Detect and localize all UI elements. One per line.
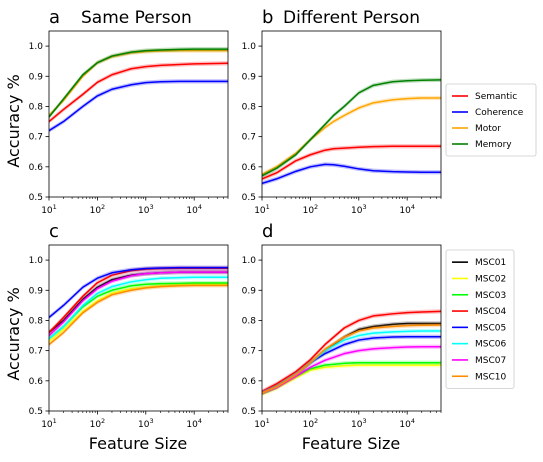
series-line-msc03 — [49, 283, 228, 339]
y-axis-label-bottom: Accuracy % — [4, 287, 23, 380]
y-tick-label: 0.9 — [242, 286, 257, 296]
panel-letter-d: d — [262, 221, 273, 242]
series-layer — [262, 78, 441, 186]
panel-c: 0.5 0.6 0.7 0.8 0.9 1.0 101 102 103 104 c — [29, 221, 228, 430]
x-tick-label: 103 — [138, 203, 154, 216]
legend-entry: MSC06 — [475, 340, 506, 350]
panel-title-a: Same Person — [81, 8, 192, 28]
legend-entry: MSC02 — [475, 274, 506, 284]
series-line-coherence — [49, 81, 228, 130]
series-line-motor — [262, 98, 441, 174]
y-tick-label: 0.7 — [29, 133, 43, 143]
x-tick-label: 103 — [351, 417, 367, 430]
legend-entry: Memory — [475, 140, 512, 150]
x-tick-label: 102 — [303, 203, 319, 216]
y-tick-label: 0.6 — [242, 377, 257, 387]
x-tick-label: 101 — [254, 417, 270, 430]
y-tick-label: 0.8 — [29, 102, 44, 112]
panel-title-b: Different Person — [283, 8, 420, 28]
y-tick-label: 0.9 — [29, 72, 44, 82]
x-axis-label-left: Feature Size — [89, 434, 187, 453]
y-tick-label: 1.0 — [242, 256, 257, 266]
y-tick-label: 0.9 — [242, 72, 257, 82]
legend-entry: MSC10 — [475, 372, 506, 382]
x-tick-label: 104 — [186, 203, 202, 216]
y-tick-label: 0.8 — [242, 102, 257, 112]
y-tick-label: 0.8 — [242, 316, 257, 326]
plot-frame — [262, 245, 441, 411]
series-layer — [49, 47, 228, 133]
x-tick-label: 101 — [41, 203, 57, 216]
y-tick-label: 0.7 — [29, 347, 43, 357]
y-tick-label: 0.8 — [29, 316, 44, 326]
y-tick-label: 0.5 — [29, 193, 43, 203]
panel-a: 0.5 0.6 0.7 0.8 0.9 1.0 101 102 103 104 a Same Pers… — [29, 7, 228, 216]
y-tick-label: 0.9 — [29, 286, 44, 296]
y-tick-label: 0.7 — [242, 347, 256, 357]
panel-letter-b: b — [262, 7, 273, 28]
x-tick-label: 104 — [399, 417, 415, 430]
x-tick-label: 104 — [186, 417, 202, 430]
y-tick-label: 0.5 — [29, 407, 43, 417]
legend-box — [446, 250, 514, 388]
y-tick-label: 1.0 — [242, 42, 257, 52]
panel-b: 0.5 0.6 0.7 0.8 0.9 1.0 101 102 103 104 b Different… — [242, 7, 441, 216]
series-layer — [262, 309, 441, 396]
y-tick-label: 0.5 — [242, 193, 256, 203]
legend-group1: Semantic Coherence Motor Memory — [446, 84, 536, 156]
legend-entry: Motor — [475, 124, 501, 134]
x-tick-label: 101 — [254, 203, 270, 216]
y-tick-label: 0.6 — [242, 163, 257, 173]
panel-letter-c: c — [49, 221, 59, 242]
series-band-memory — [262, 78, 441, 178]
y-tick-label: 1.0 — [29, 256, 44, 266]
x-tick-label: 104 — [399, 203, 415, 216]
legend-entry: Semantic — [475, 92, 517, 102]
x-tick-label: 103 — [351, 203, 367, 216]
x-tick-label: 102 — [303, 417, 319, 430]
y-axis-label-top: Accuracy % — [4, 74, 23, 167]
x-tick-label: 101 — [41, 417, 57, 430]
legend-entry: MSC01 — [475, 258, 506, 268]
x-tick-label: 102 — [90, 203, 106, 216]
legend-entry: MSC04 — [475, 307, 506, 317]
panel-d: 0.5 0.6 0.7 0.8 0.9 1.0 101 102 103 104 d — [242, 221, 441, 430]
legend-entry: Coherence — [475, 108, 524, 118]
y-tick-label: 0.7 — [242, 133, 256, 143]
legend-entry: MSC03 — [475, 291, 506, 301]
legend-entry: MSC05 — [475, 323, 506, 333]
series-layer — [49, 266, 228, 347]
y-tick-label: 0.6 — [29, 377, 44, 387]
x-tick-label: 102 — [90, 417, 106, 430]
y-tick-label: 0.6 — [29, 163, 44, 173]
y-tick-label: 1.0 — [29, 42, 44, 52]
x-tick-label: 103 — [138, 417, 154, 430]
series-band-coherence — [49, 79, 228, 132]
panel-letter-a: a — [49, 7, 60, 28]
x-axis-label-right: Feature Size — [302, 434, 400, 453]
series-band-semantic — [49, 61, 228, 123]
legend-group2: MSC01 MSC02 MSC03 MSC04 MSC05 MSC06 MSC07 MSC10 — [446, 250, 514, 388]
legend-entry: MSC07 — [475, 356, 506, 366]
y-tick-label: 0.5 — [242, 407, 256, 417]
